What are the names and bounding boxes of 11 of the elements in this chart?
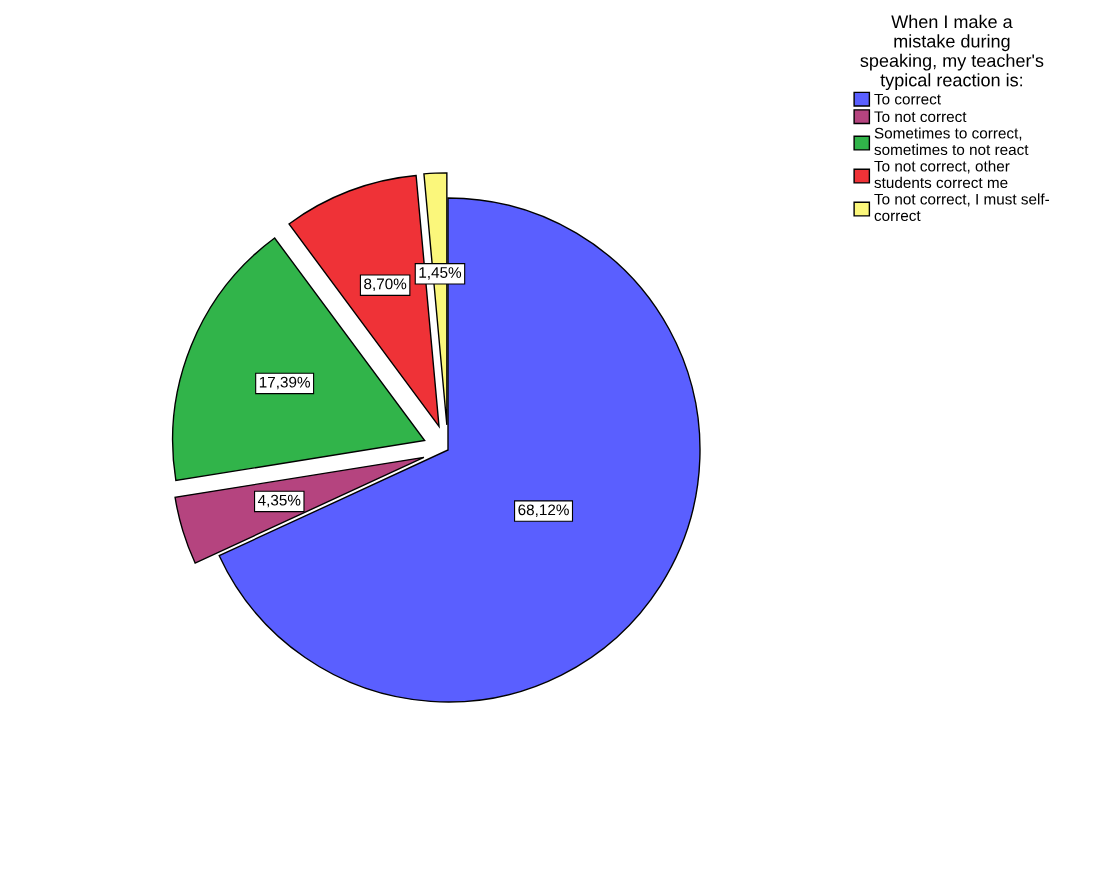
data-label: 1,45% (419, 267, 462, 280)
legend-title: When I make a mistake during speaking, my teacher's typical reaction is: (860, 14, 1044, 91)
legend-label: To not correct (874, 111, 967, 123)
data-label: 68,12% (518, 504, 569, 518)
legend-label: To not correct, other students correct me (874, 160, 1010, 189)
legend-label: Sometimes to correct, sometimes to not react (874, 127, 1029, 156)
data-label: 17,39% (259, 376, 310, 390)
legend-label: To correct (874, 93, 941, 105)
legend-label: To not correct, I must self- correct (874, 193, 1050, 222)
data-label: 8,70% (364, 278, 407, 292)
data-label: 4,35% (257, 494, 301, 508)
